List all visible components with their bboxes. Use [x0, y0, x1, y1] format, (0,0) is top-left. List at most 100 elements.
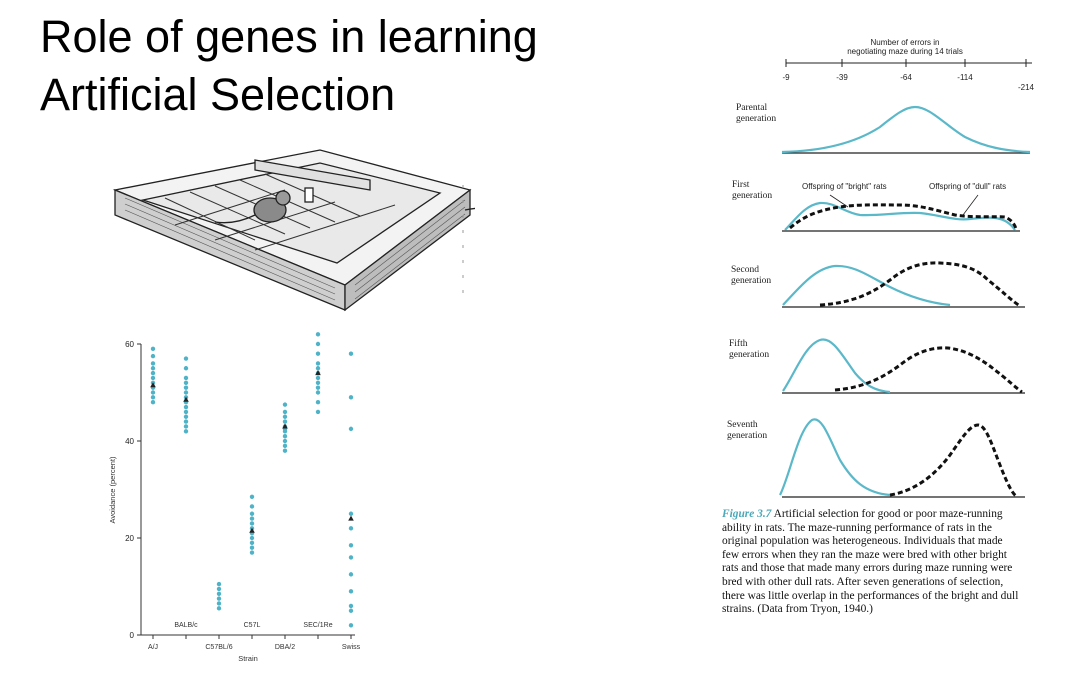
chart-axes	[140, 344, 355, 636]
data-point	[249, 494, 255, 499]
data-point	[183, 419, 189, 424]
parental-curve	[781, 105, 1031, 154]
data-point	[183, 375, 189, 381]
data-point	[183, 356, 189, 361]
data-point	[150, 400, 156, 405]
gen-label-second: Second generation	[731, 265, 801, 287]
y-tick-20: 20	[125, 534, 134, 543]
tick-label-5: -214	[1018, 83, 1035, 92]
avoidance-scatter-chart: 60 40 20 0 Avoidance (percent) Strain A/…	[108, 332, 361, 663]
data-point	[348, 526, 354, 531]
mean-marker	[282, 423, 288, 429]
y-tick-0: 0	[130, 631, 135, 640]
data-point	[249, 521, 255, 526]
data-point	[348, 608, 354, 613]
data-point	[348, 511, 354, 516]
tick-label-4: -114	[957, 73, 973, 82]
legend-dull: Offspring of "dull" rats	[929, 182, 1006, 191]
seventh-gen-bright-curve	[779, 418, 891, 497]
data-point	[315, 390, 321, 395]
figure-caption: Figure 3.7 Artificial selection for good…	[722, 508, 1022, 617]
data-point	[348, 395, 354, 400]
data-point	[282, 433, 288, 439]
x-category-label: C57L	[244, 622, 261, 629]
data-point	[249, 535, 255, 541]
data-point	[216, 606, 222, 611]
maze-axis-title: Number of errors in negotiating maze dur…	[830, 38, 980, 56]
gen-label-first-line-1: First	[732, 180, 750, 190]
data-point	[183, 385, 189, 390]
data-point	[150, 346, 156, 352]
data-point	[150, 390, 156, 395]
y-tick-60: 60	[125, 340, 134, 349]
data-point	[315, 351, 321, 356]
data-point	[183, 404, 189, 410]
data-point	[249, 545, 255, 550]
data-point	[216, 596, 222, 601]
data-point	[282, 448, 288, 453]
data-point	[315, 385, 321, 390]
gen-label-first: First generation	[732, 180, 802, 202]
legend-pointer-bright	[829, 194, 849, 208]
gen-label-fifth-line-1: Fifth	[729, 339, 748, 349]
x-category-label: C57BL/6	[205, 644, 232, 651]
data-point	[315, 380, 321, 385]
gen-label-parental-line-2: generation	[736, 114, 777, 124]
data-point	[150, 370, 156, 376]
mean-marker	[183, 396, 189, 402]
data-point	[183, 409, 189, 415]
data-point	[315, 341, 321, 347]
gen-label-fifth: Fifth generation	[729, 339, 799, 361]
seventh-gen-dull-curve	[889, 423, 1018, 498]
data-point	[348, 426, 354, 432]
mean-marker	[315, 370, 321, 376]
maze-axis-title-line-2: negotiating maze during 14 trials	[847, 47, 963, 56]
data-point	[183, 414, 189, 419]
data-point	[150, 366, 156, 371]
data-point	[249, 550, 255, 555]
data-point	[315, 409, 321, 415]
data-point	[315, 332, 321, 337]
maze-illustration	[112, 149, 475, 312]
data-point	[216, 586, 222, 592]
data-point	[249, 540, 255, 546]
data-point	[348, 555, 354, 560]
figure-caption-text: Artificial selection for good or poor ma…	[722, 508, 1019, 616]
maze-axis-title-line-1: Number of errors in	[870, 38, 940, 47]
title-line-1: Role of genes in learning	[40, 11, 538, 62]
gen-label-seventh: Seventh generation	[727, 420, 797, 442]
title-line-2: Artificial Selection	[40, 69, 396, 120]
gen-label-parental: Parental generation	[736, 103, 806, 125]
tick-label-1: -9	[782, 73, 790, 82]
data-point	[282, 443, 288, 449]
gen-label-first-line-2: generation	[732, 191, 773, 201]
data-point	[282, 409, 288, 415]
legend-pointer-dull	[962, 194, 979, 216]
data-point	[315, 375, 321, 381]
data-point	[216, 591, 222, 596]
data-point	[348, 589, 354, 594]
y-tick-40: 40	[125, 437, 134, 446]
tick-label-2: -39	[836, 73, 848, 82]
gen-label-second-line-2: generation	[731, 276, 772, 286]
x-category-label: SEC/1Re	[303, 622, 332, 629]
second-gen-dull-curve	[819, 261, 1021, 308]
second-gen-bright-curve	[782, 264, 951, 307]
selection-curves-figure: -9 -39 -64 -114 -214 Offspring of "brigh…	[779, 59, 1035, 498]
data-point	[249, 516, 255, 521]
first-gen-dull-curve	[789, 203, 1018, 230]
data-point	[282, 438, 288, 444]
mean-marker	[348, 515, 354, 521]
data-point	[282, 429, 288, 434]
gen-label-second-line-1: Second	[731, 265, 759, 275]
data-point	[150, 361, 156, 366]
figure-label: Figure 3.7	[722, 508, 772, 520]
data-point	[183, 424, 189, 429]
data-point	[282, 402, 288, 407]
x-axis-label: Strain	[238, 654, 258, 663]
gen-label-fifth-line-2: generation	[729, 350, 770, 360]
data-point	[249, 504, 255, 509]
tick-label-3: -64	[900, 73, 912, 82]
data-point	[315, 400, 321, 405]
data-point	[348, 351, 354, 356]
